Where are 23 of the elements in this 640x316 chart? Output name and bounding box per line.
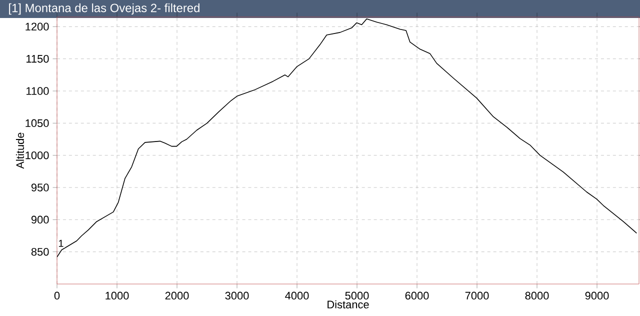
y-tick-label: 1050 xyxy=(26,119,49,128)
x-tick-label: 2000 xyxy=(165,292,189,300)
y-axis-title: Altitude xyxy=(16,132,24,169)
x-tick-label: 5000 xyxy=(345,292,369,300)
y-tick-label: 1100 xyxy=(26,87,49,95)
x-tick-label: 8000 xyxy=(525,292,549,300)
y-tick-label: 1150 xyxy=(26,54,49,63)
x-tick-label: 9000 xyxy=(585,292,609,300)
x-tick-label: 7000 xyxy=(465,292,489,300)
annotation: 1 xyxy=(58,240,64,247)
x-tick-label: 3000 xyxy=(225,292,249,300)
y-tick-label: 1200 xyxy=(26,22,49,31)
x-tick-label: 6000 xyxy=(405,292,429,300)
x-tick-label: 4000 xyxy=(285,292,309,300)
y-tick-label: 1000 xyxy=(26,151,49,160)
y-tick-label: 850 xyxy=(31,248,49,256)
x-tick-label: 1000 xyxy=(106,292,129,300)
y-tick-label: 950 xyxy=(31,184,49,192)
line-series xyxy=(57,18,638,258)
chart-title: [1] Montana de las Ovejas 2- filtered xyxy=(9,3,200,15)
x-tick-label: 0 xyxy=(54,292,60,300)
x-axis-title: Distance xyxy=(328,300,369,308)
y-tick-label: 900 xyxy=(31,216,49,224)
